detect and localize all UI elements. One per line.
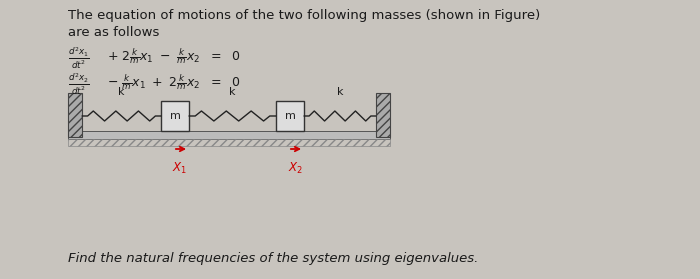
Text: The equation of motions of the two following masses (shown in Figure): The equation of motions of the two follo… <box>68 9 540 22</box>
Bar <box>68 93 82 137</box>
Text: $X_2$: $X_2$ <box>288 161 302 176</box>
Bar <box>68 139 390 146</box>
Bar <box>161 101 189 131</box>
Bar <box>376 93 390 137</box>
Text: $X_1$: $X_1$ <box>172 161 188 176</box>
Bar <box>276 101 304 131</box>
Text: $- \ \frac{k}{m}x_1 \ + \ 2\frac{k}{m}x_2 \ \ = \ \ 0$: $- \ \frac{k}{m}x_1 \ + \ 2\frac{k}{m}x_… <box>107 72 241 92</box>
Text: k: k <box>230 87 236 97</box>
Text: $\frac{d^2x_1}{dt^2}$: $\frac{d^2x_1}{dt^2}$ <box>68 46 90 71</box>
Text: m: m <box>285 111 295 121</box>
Text: Find the natural frequencies of the system using eigenvalues.: Find the natural frequencies of the syst… <box>68 252 478 265</box>
Text: $+ \ 2\frac{k}{m}x_1 \ - \ \frac{k}{m}x_2 \ \ = \ \ 0$: $+ \ 2\frac{k}{m}x_1 \ - \ \frac{k}{m}x_… <box>107 46 241 66</box>
Text: $\frac{d^2x_2}{dt^2}$: $\frac{d^2x_2}{dt^2}$ <box>68 72 90 97</box>
Text: m: m <box>169 111 181 121</box>
Bar <box>68 131 390 139</box>
Text: are as follows: are as follows <box>68 26 160 39</box>
Text: k: k <box>337 87 343 97</box>
Text: k: k <box>118 87 125 97</box>
